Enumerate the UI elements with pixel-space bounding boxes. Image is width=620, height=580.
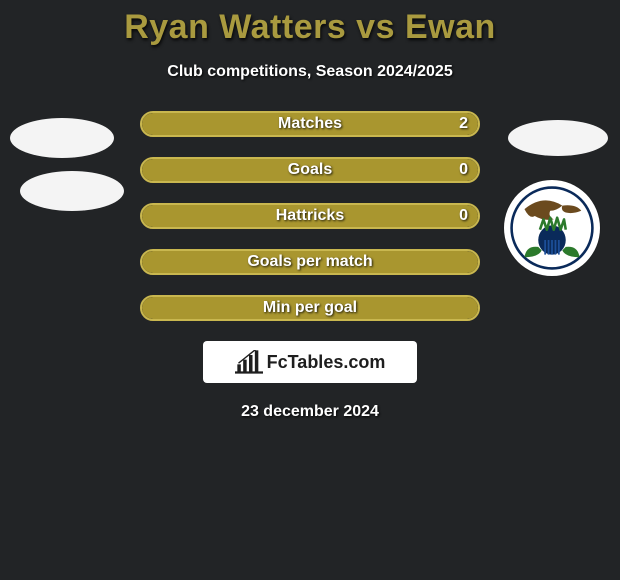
comparison-subtitle: Club competitions, Season 2024/2025	[0, 63, 620, 81]
stat-bar: Min per goal	[140, 295, 480, 321]
stat-value: 0	[459, 205, 468, 227]
stat-bar: Goals0	[140, 157, 480, 183]
snapshot-date: 23 december 2024	[0, 403, 620, 421]
player-badge-placeholder-1	[10, 118, 114, 158]
stat-bar: Matches2	[140, 111, 480, 137]
player-badge-placeholder-2	[20, 171, 124, 211]
stat-label: Goals	[142, 159, 478, 181]
player-badge-placeholder-3	[508, 120, 608, 156]
club-crest-right	[504, 180, 600, 276]
stat-bars: Matches2Goals0Hattricks0Goals per matchM…	[140, 111, 480, 321]
comparison-title: Ryan Watters vs Ewan	[0, 0, 620, 47]
watermark-text: FcTables.com	[267, 352, 386, 373]
stat-label: Min per goal	[142, 297, 478, 319]
bar-chart-icon	[235, 350, 263, 374]
stat-label: Matches	[142, 113, 478, 135]
stat-label: Goals per match	[142, 251, 478, 273]
stat-value: 2	[459, 113, 468, 135]
stat-value: 0	[459, 159, 468, 181]
fctables-watermark: FcTables.com	[203, 341, 417, 383]
stat-bar: Hattricks0	[140, 203, 480, 229]
stat-label: Hattricks	[142, 205, 478, 227]
stat-bar: Goals per match	[140, 249, 480, 275]
club-crest-icon	[509, 185, 595, 271]
